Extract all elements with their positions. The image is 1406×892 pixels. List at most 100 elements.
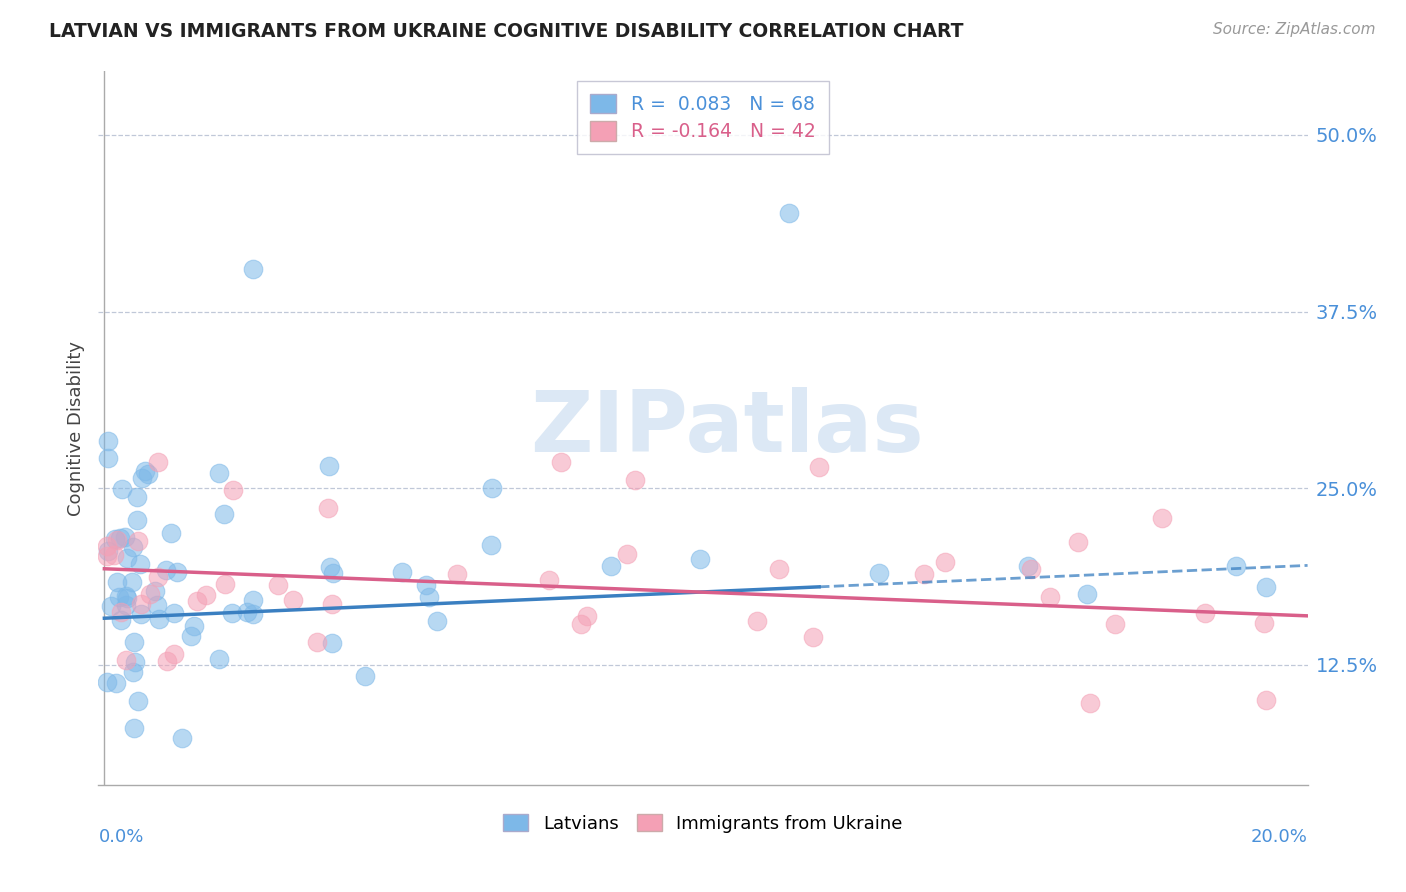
Point xyxy=(1225,558,1247,573)
Point xyxy=(127,694,149,708)
Point xyxy=(778,205,800,219)
Point xyxy=(1019,561,1042,575)
Point xyxy=(100,599,122,614)
Point xyxy=(479,538,502,552)
Point xyxy=(115,598,138,612)
Point xyxy=(110,613,132,627)
Point xyxy=(155,654,177,668)
Point xyxy=(134,464,156,478)
Point xyxy=(1017,558,1039,573)
Point xyxy=(170,731,193,745)
Point xyxy=(307,635,329,649)
Point xyxy=(1104,617,1126,632)
Point xyxy=(115,589,138,603)
Point xyxy=(195,588,218,602)
Point xyxy=(281,593,304,607)
Point xyxy=(159,525,181,540)
Point xyxy=(576,609,599,624)
Point xyxy=(96,674,118,689)
Y-axis label: Cognitive Disability: Cognitive Disability xyxy=(66,341,84,516)
Point xyxy=(1254,580,1277,594)
Point xyxy=(318,559,340,574)
Point xyxy=(624,473,647,487)
Point xyxy=(321,636,343,650)
Point xyxy=(108,531,131,545)
Point xyxy=(1194,606,1216,620)
Point xyxy=(180,629,202,643)
Point xyxy=(538,573,561,587)
Point xyxy=(1076,587,1098,601)
Point xyxy=(322,566,344,580)
Point xyxy=(934,555,956,569)
Text: 0.0%: 0.0% xyxy=(98,828,143,846)
Point xyxy=(689,552,711,566)
Point xyxy=(148,612,170,626)
Point xyxy=(97,434,120,449)
Point xyxy=(569,616,592,631)
Point xyxy=(146,598,169,612)
Point xyxy=(110,605,132,619)
Point xyxy=(122,665,145,679)
Point xyxy=(1150,511,1173,525)
Point xyxy=(145,583,167,598)
Point xyxy=(318,459,340,474)
Point xyxy=(747,615,769,629)
Point xyxy=(214,577,236,591)
Point xyxy=(212,507,235,521)
Point xyxy=(242,262,264,277)
Point xyxy=(129,597,152,611)
Point xyxy=(1254,693,1277,707)
Text: LATVIAN VS IMMIGRANTS FROM UKRAINE COGNITIVE DISABILITY CORRELATION CHART: LATVIAN VS IMMIGRANTS FROM UKRAINE COGNI… xyxy=(49,22,963,41)
Point xyxy=(146,455,169,469)
Point xyxy=(446,566,468,581)
Point xyxy=(768,561,790,575)
Point xyxy=(316,500,339,515)
Point xyxy=(139,587,162,601)
Point xyxy=(868,566,890,580)
Point xyxy=(128,557,150,571)
Point xyxy=(124,721,146,735)
Text: Source: ZipAtlas.com: Source: ZipAtlas.com xyxy=(1212,22,1375,37)
Point xyxy=(208,652,231,666)
Point xyxy=(96,549,118,564)
Point xyxy=(121,575,143,590)
Point xyxy=(599,558,621,573)
Point xyxy=(103,549,125,563)
Point xyxy=(1039,591,1062,605)
Point xyxy=(242,593,264,607)
Point xyxy=(242,607,264,621)
Point xyxy=(808,460,831,475)
Point xyxy=(96,539,118,553)
Point xyxy=(912,566,935,581)
Point xyxy=(208,466,231,480)
Point xyxy=(104,675,127,690)
Point xyxy=(1078,696,1101,710)
Point xyxy=(418,591,440,605)
Point xyxy=(616,547,638,561)
Point xyxy=(391,565,413,579)
Point xyxy=(122,635,145,649)
Point xyxy=(236,605,259,619)
Point xyxy=(105,574,128,589)
Point xyxy=(1067,535,1090,549)
Point xyxy=(354,669,377,683)
Point xyxy=(221,607,243,621)
Point xyxy=(321,597,343,611)
Point xyxy=(550,455,572,469)
Text: ZIPatlas: ZIPatlas xyxy=(530,386,924,470)
Point xyxy=(415,578,437,592)
Point xyxy=(136,467,159,481)
Point xyxy=(115,550,138,565)
Point xyxy=(97,450,120,465)
Point xyxy=(127,534,149,549)
Point xyxy=(115,591,138,605)
Text: 20.0%: 20.0% xyxy=(1251,828,1308,846)
Point xyxy=(127,490,149,504)
Point xyxy=(163,606,186,620)
Point xyxy=(186,593,208,607)
Point xyxy=(97,544,120,558)
Point xyxy=(183,619,205,633)
Legend: Latvians, Immigrants from Ukraine: Latvians, Immigrants from Ukraine xyxy=(496,807,910,840)
Point xyxy=(425,614,447,628)
Point xyxy=(801,630,824,644)
